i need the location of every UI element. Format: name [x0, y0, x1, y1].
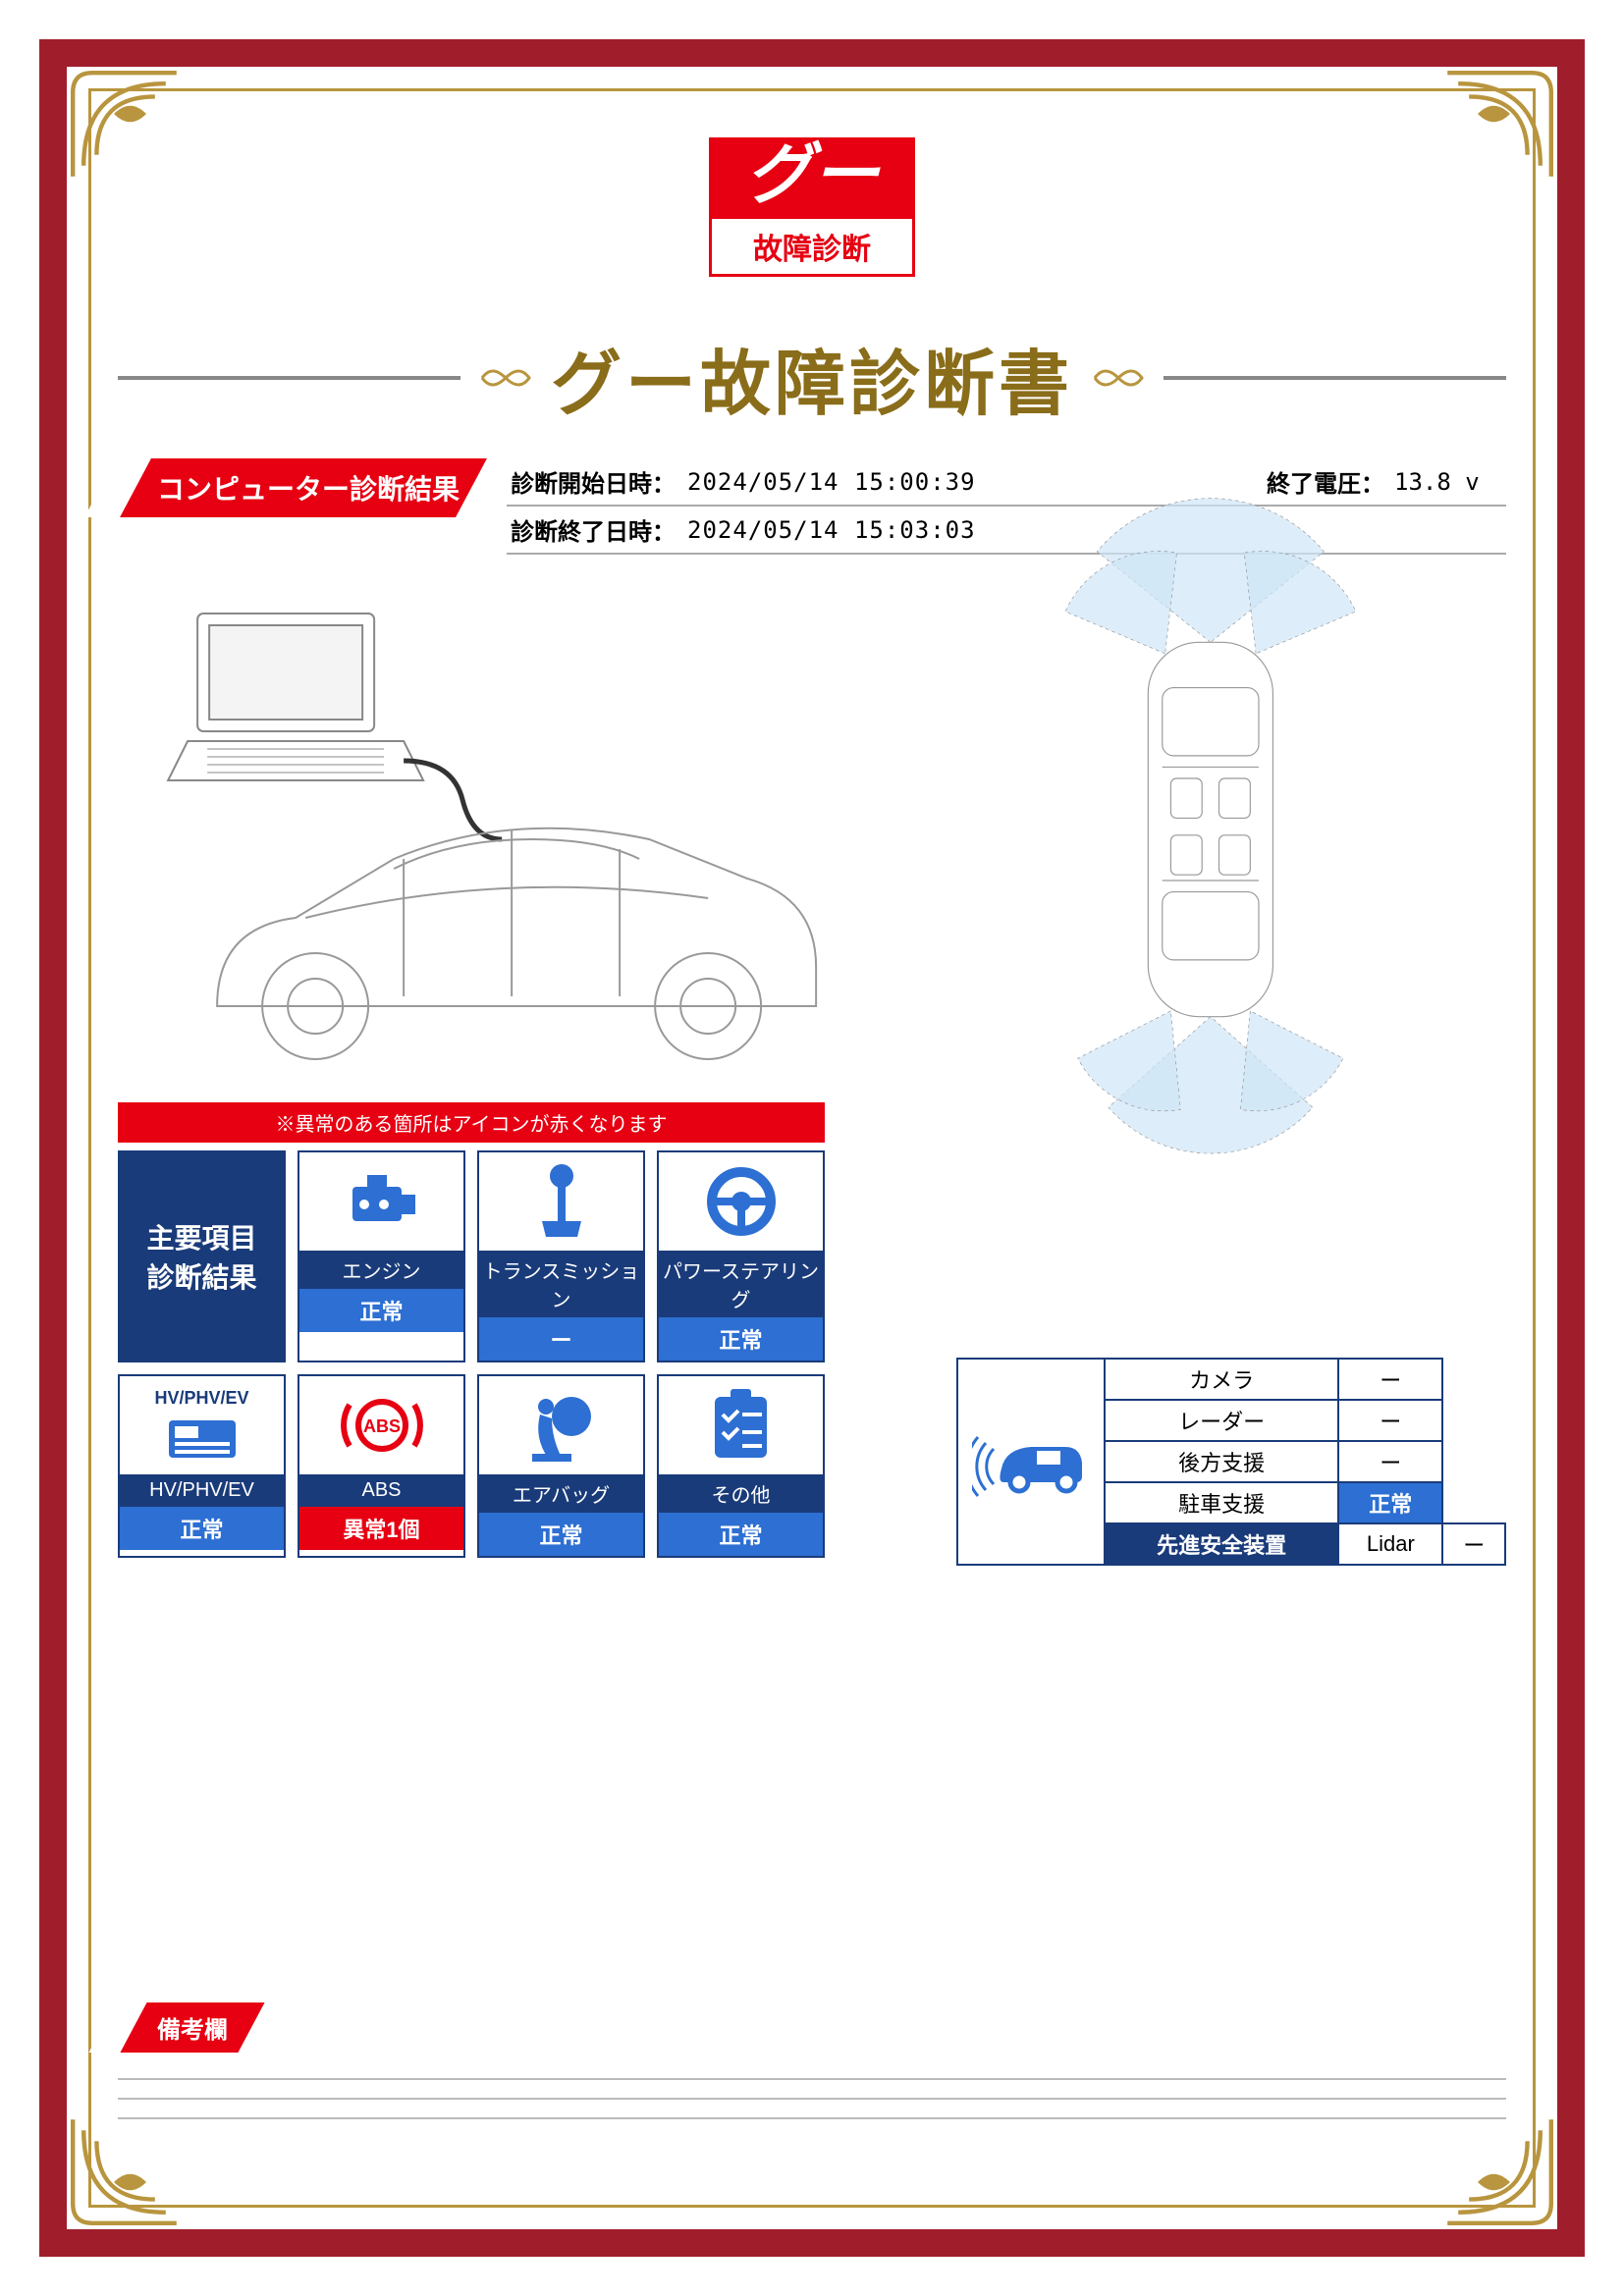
- title-ornament-left-icon: [478, 364, 533, 392]
- safety-row-value: ー: [1338, 1400, 1442, 1441]
- tile-label: トランスミッション: [479, 1251, 643, 1317]
- gear-lever-icon: [532, 1162, 591, 1241]
- svg-text:ABS: ABS: [362, 1416, 400, 1436]
- remarks-label: 備考欄: [118, 2002, 267, 2053]
- start-time-value: 2024/05/14 15:00:39: [687, 468, 976, 496]
- safety-row-label: 後方支援: [1105, 1441, 1338, 1482]
- tile-other: その他 正常: [657, 1374, 825, 1558]
- end-time-label: 診断終了日時：: [511, 512, 687, 547]
- car-side-diagram: [118, 574, 886, 1085]
- tile-status: 正常: [659, 1317, 823, 1361]
- brand-logo: グー 故障診断: [709, 137, 915, 277]
- tile-status: 正常: [120, 1507, 284, 1550]
- safety-row-label: カメラ: [1105, 1359, 1338, 1400]
- car-top-sensor-diagram: [915, 574, 1506, 1085]
- steering-wheel-icon: [702, 1162, 781, 1241]
- end-time-value: 2024/05/14 15:03:03: [687, 516, 976, 544]
- safety-row-label: 駐車支援: [1105, 1482, 1338, 1523]
- diagnosis-header-tile: 主要項目 診断結果: [118, 1150, 286, 1362]
- safety-row-label: Lidar: [1338, 1523, 1442, 1565]
- tile-status: ー: [479, 1317, 643, 1361]
- tile-label: ABS: [299, 1474, 463, 1507]
- content-area: グー 故障診断 グー故障診断書 コンピューター診断結果 診断開始日時： 2024…: [118, 118, 1506, 2178]
- tile-abs: ABS ABS 異常1個: [298, 1374, 465, 1558]
- tile-label: エンジン: [299, 1251, 463, 1289]
- logo-top-text: グー: [709, 137, 915, 218]
- tile-status: 異常1個: [299, 1507, 463, 1550]
- ecu-icon: [163, 1415, 242, 1464]
- safety-systems-box: カメラ ー レーダーー 後方支援ー 駐車支援正常 先進安全装置 Lidar ー: [956, 1358, 1506, 1566]
- car-sensor-icon: [972, 1419, 1090, 1498]
- tile-status: 正常: [659, 1513, 823, 1556]
- tile-airbag: エアバッグ 正常: [477, 1374, 645, 1558]
- tile-hv: HV/PHV/EV HV/PHV/EV 正常: [118, 1374, 286, 1558]
- safety-row-value: ー: [1442, 1523, 1505, 1565]
- safety-header: 先進安全装置: [1105, 1523, 1338, 1565]
- safety-row-value: ー: [1338, 1359, 1442, 1400]
- tile-status: 正常: [299, 1289, 463, 1332]
- tiles-note: ※異常のある箇所はアイコンが赤くなります: [118, 1102, 825, 1143]
- tile-power-steering: パワーステアリング 正常: [657, 1150, 825, 1362]
- safety-row-value: ー: [1338, 1441, 1442, 1482]
- voltage-value: 13.8 v: [1394, 468, 1502, 496]
- diagram-row: [118, 574, 1506, 1085]
- document-title-row: グー故障診断書: [118, 326, 1506, 429]
- document-title: グー故障診断書: [551, 326, 1073, 429]
- safety-row-value: 正常: [1338, 1482, 1442, 1523]
- tile-engine: エンジン 正常: [298, 1150, 465, 1362]
- safety-row-label: レーダー: [1105, 1400, 1338, 1441]
- diagnosis-tiles: ※異常のある箇所はアイコンが赤くなります 主要項目 診断結果 エンジン 正常 ト…: [118, 1102, 825, 1558]
- safety-icon-cell: [957, 1359, 1105, 1565]
- clipboard-check-icon: [709, 1387, 773, 1464]
- meta-block: 診断開始日時： 2024/05/14 15:00:39 終了電圧： 13.8 v…: [507, 458, 1506, 555]
- title-ornament-right-icon: [1091, 364, 1146, 392]
- tile-label: エアバッグ: [479, 1474, 643, 1513]
- voltage-label: 終了電圧：: [1267, 464, 1394, 499]
- tile-label: パワーステアリング: [659, 1251, 823, 1317]
- start-time-label: 診断開始日時：: [511, 464, 687, 499]
- tile-label: その他: [659, 1474, 823, 1513]
- logo-bottom-text: 故障診断: [709, 216, 915, 277]
- remarks-lines: [118, 2060, 1506, 2119]
- tile-status: 正常: [479, 1513, 643, 1556]
- hv-top-text: HV/PHV/EV: [154, 1388, 248, 1409]
- tile-label: HV/PHV/EV: [120, 1474, 284, 1507]
- engine-icon: [343, 1167, 421, 1236]
- tile-transmission: トランスミッション ー: [477, 1150, 645, 1362]
- airbag-icon: [522, 1389, 601, 1463]
- section-tab: コンピューター診断結果: [118, 458, 489, 517]
- abs-icon: ABS: [338, 1391, 426, 1460]
- remarks-section: 備考欄: [118, 2002, 1506, 2119]
